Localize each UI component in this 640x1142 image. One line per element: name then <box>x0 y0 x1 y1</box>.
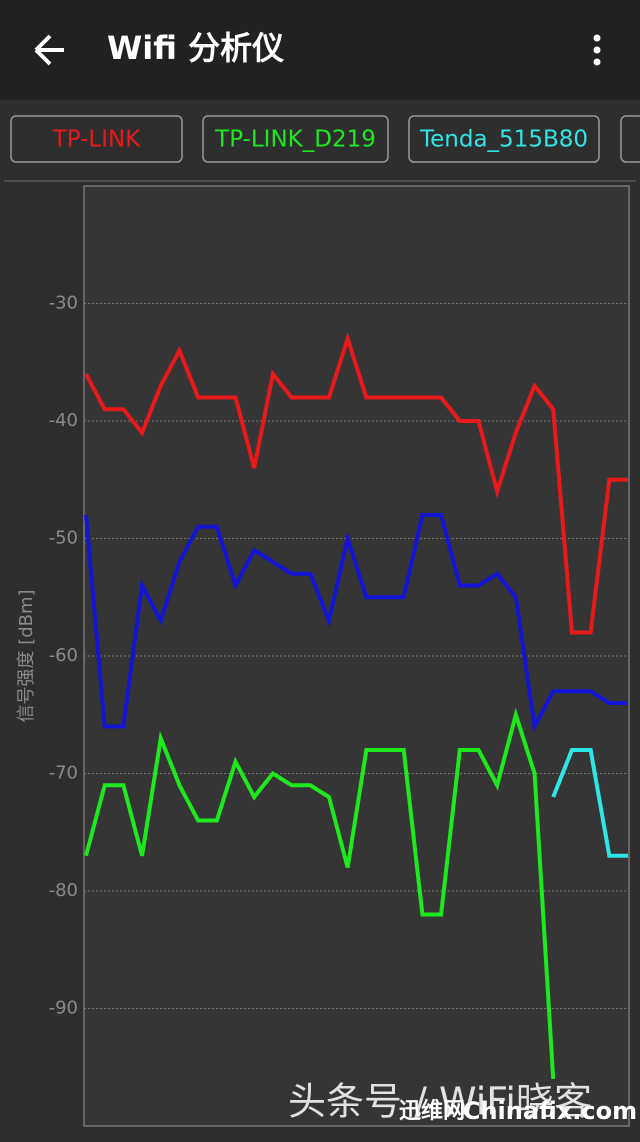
back-button[interactable] <box>34 34 64 66</box>
app-bar <box>0 0 640 100</box>
watermark: 头条号 / WiFi晓客 <box>288 1080 592 1124</box>
overflow-menu[interactable] <box>593 34 601 66</box>
y-tick-label: -90 <box>49 998 78 1019</box>
signal-line <box>84 513 628 733</box>
watermark-url: Chinafix.com <box>463 1097 637 1125</box>
app-title: Wifi 分析仪 <box>107 29 284 67</box>
y-tick-label: -30 <box>49 293 78 314</box>
signal-line <box>84 332 628 635</box>
network-tab[interactable] <box>408 115 600 163</box>
signal-line <box>551 748 628 858</box>
y-tick-label: -60 <box>49 645 78 666</box>
network-tab-label: TP-LINK <box>52 127 142 153</box>
tab[interactable] <box>620 115 640 163</box>
watermark-site: 迅维网 <box>399 1098 465 1124</box>
y-tick-label: -70 <box>49 763 78 784</box>
signal-line <box>84 707 556 1080</box>
network-tab-label: TP-LINK_D219 <box>214 127 376 153</box>
network-tab-label: Tenda_515B80 <box>419 127 588 153</box>
y-tick-label: -80 <box>49 880 78 901</box>
y-tick-label: -40 <box>49 410 78 431</box>
network-tab[interactable] <box>10 115 183 163</box>
y-axis-label: 信号强度 [dBm] <box>16 589 37 722</box>
y-tick-label: -50 <box>49 528 78 549</box>
network-tab[interactable] <box>202 115 389 163</box>
